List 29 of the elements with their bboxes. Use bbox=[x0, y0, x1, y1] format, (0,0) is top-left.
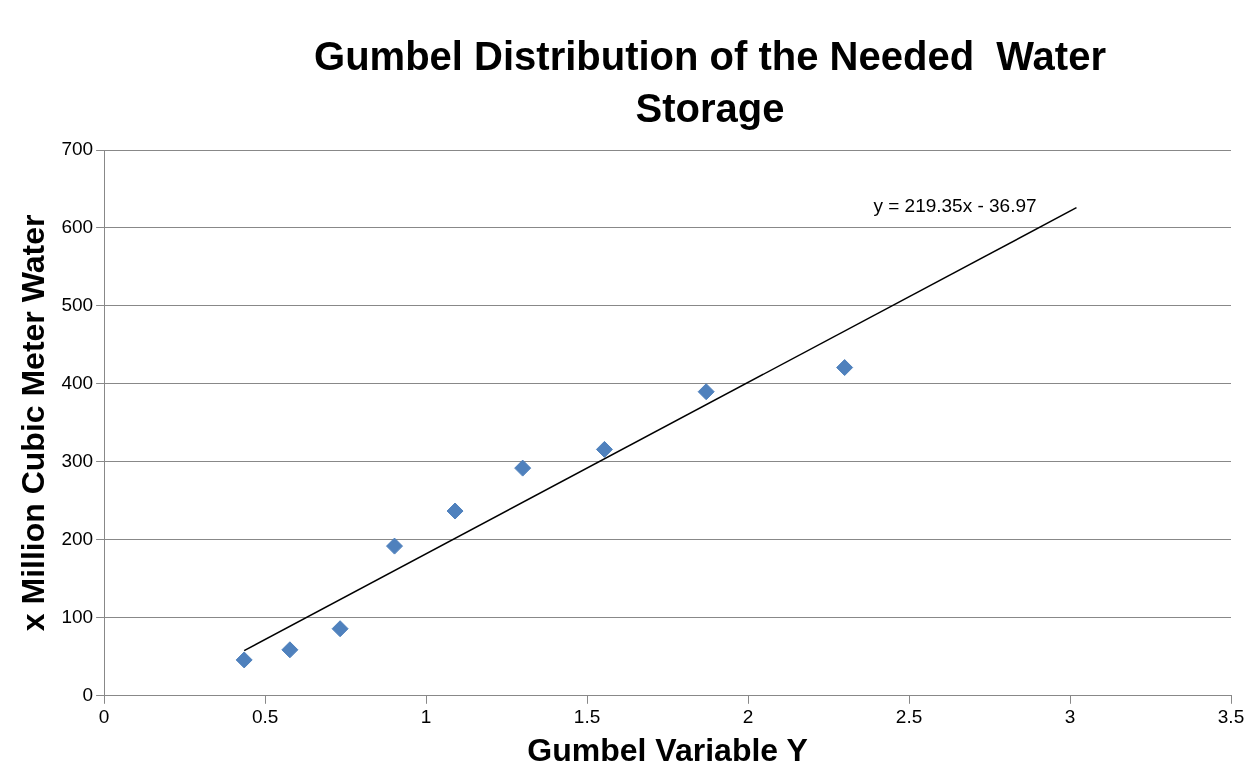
point bbox=[514, 459, 532, 477]
y-tick-label: 300 bbox=[61, 450, 94, 472]
y-tick-label: 100 bbox=[61, 606, 94, 628]
x-tick-label: 0.5 bbox=[251, 706, 279, 728]
x-tick-label: 1 bbox=[420, 706, 432, 728]
y-tick-label: 200 bbox=[61, 528, 94, 550]
x-tick-label: 3.5 bbox=[1217, 706, 1245, 728]
point bbox=[281, 641, 299, 659]
point bbox=[697, 383, 715, 401]
x-tick-label: 0 bbox=[98, 706, 110, 728]
x-axis-title: Gumbel Variable Y bbox=[527, 731, 808, 768]
y-tick-label: 0 bbox=[82, 684, 94, 706]
y-tick-label: 400 bbox=[61, 372, 94, 394]
y-axis-title: x Million Cubic Meter Water bbox=[15, 214, 52, 632]
point bbox=[446, 502, 464, 520]
y-tick-label: 600 bbox=[61, 216, 94, 238]
x-tick-label: 2.5 bbox=[895, 706, 923, 728]
point bbox=[836, 359, 854, 377]
x-tick-label: 2 bbox=[742, 706, 754, 728]
y-tick-label: 700 bbox=[61, 138, 94, 160]
point bbox=[386, 537, 404, 555]
point bbox=[595, 440, 613, 458]
chart-title: Gumbel Distribution of the Needed Water Storage bbox=[313, 33, 1107, 132]
annotation: y = 219.35x - 36.97 bbox=[873, 194, 1037, 216]
point bbox=[331, 620, 349, 638]
x-tick-label: 3 bbox=[1064, 706, 1076, 728]
x-tick-label: 1.5 bbox=[573, 706, 601, 728]
y-tick-label: 500 bbox=[61, 294, 94, 316]
point bbox=[235, 651, 253, 669]
